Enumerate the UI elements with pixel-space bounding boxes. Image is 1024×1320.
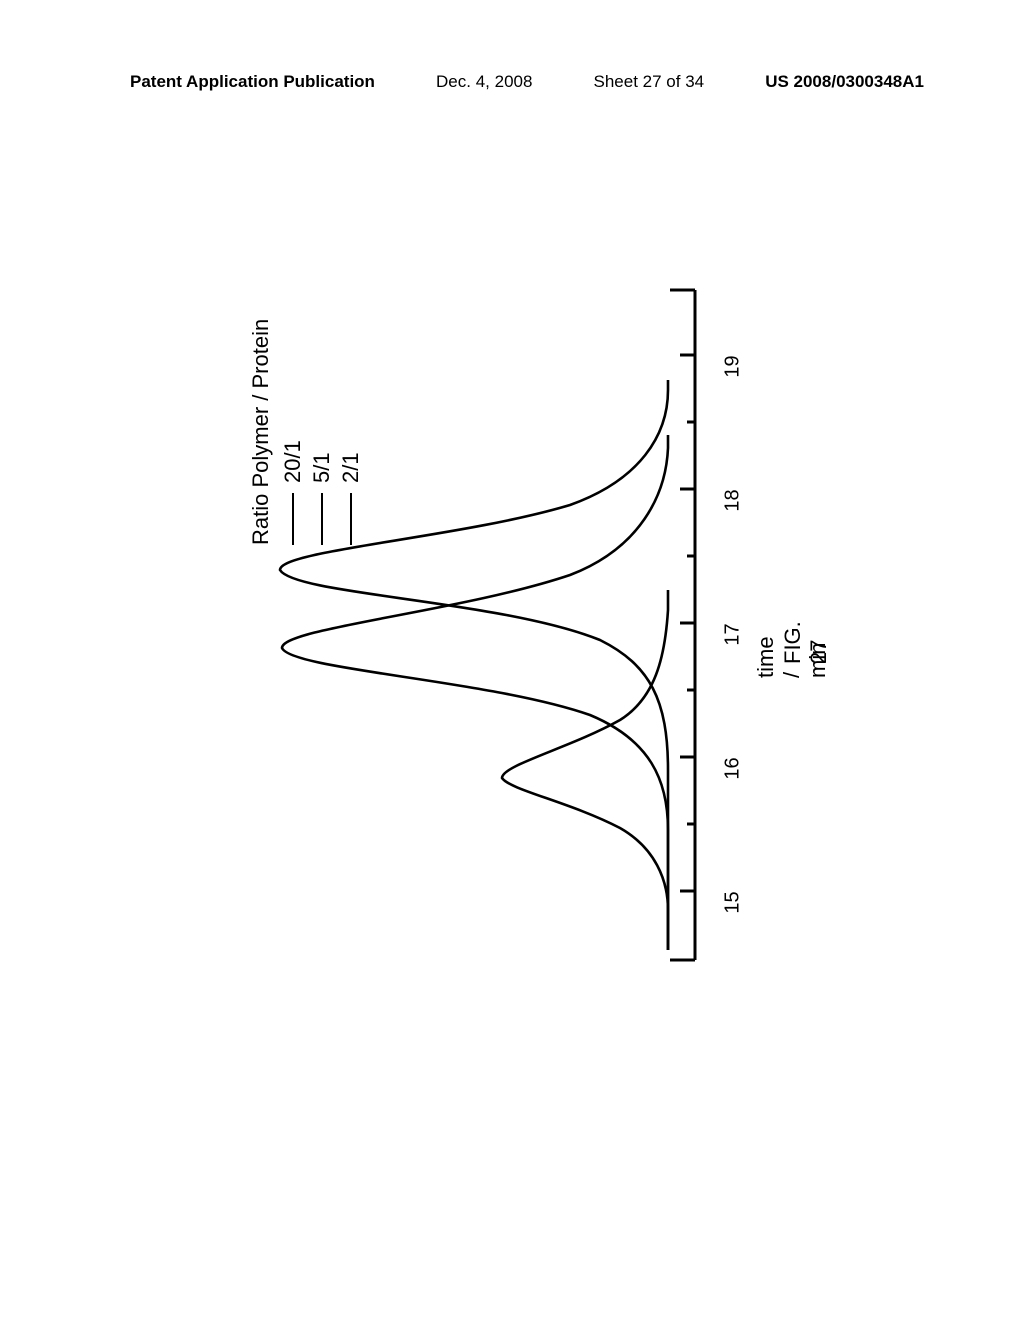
sheet-number: Sheet 27 of 34 bbox=[594, 72, 705, 92]
legend-item-2-1: 2/1 bbox=[338, 319, 364, 545]
figure-27-chart: Ratio Polymer / Protein 20/1 5/1 2/1 19 … bbox=[200, 270, 720, 970]
figure-label: FIG. 27 bbox=[780, 621, 832, 664]
publication-date: Dec. 4, 2008 bbox=[436, 72, 532, 92]
legend-label: 5/1 bbox=[309, 452, 335, 483]
xtick-19: 19 bbox=[722, 355, 745, 377]
xtick-16: 16 bbox=[722, 757, 745, 779]
legend-label: 20/1 bbox=[280, 440, 306, 483]
legend-swatch bbox=[321, 493, 324, 545]
xtick-15: 15 bbox=[722, 891, 745, 913]
legend-item-20-1: 20/1 bbox=[280, 319, 306, 545]
page-header: Patent Application Publication Dec. 4, 2… bbox=[0, 72, 1024, 92]
legend-title: Ratio Polymer / Protein bbox=[248, 319, 274, 545]
xtick-18: 18 bbox=[722, 489, 745, 511]
document-number: US 2008/0300348A1 bbox=[765, 72, 924, 92]
xtick-17: 17 bbox=[722, 623, 745, 645]
legend: Ratio Polymer / Protein 20/1 5/1 2/1 bbox=[248, 319, 367, 545]
publication-label: Patent Application Publication bbox=[130, 72, 375, 92]
legend-label: 2/1 bbox=[338, 452, 364, 483]
legend-swatch bbox=[292, 493, 295, 545]
legend-swatch bbox=[350, 493, 353, 545]
curve-2-1 bbox=[502, 590, 668, 950]
legend-item-5-1: 5/1 bbox=[309, 319, 335, 545]
